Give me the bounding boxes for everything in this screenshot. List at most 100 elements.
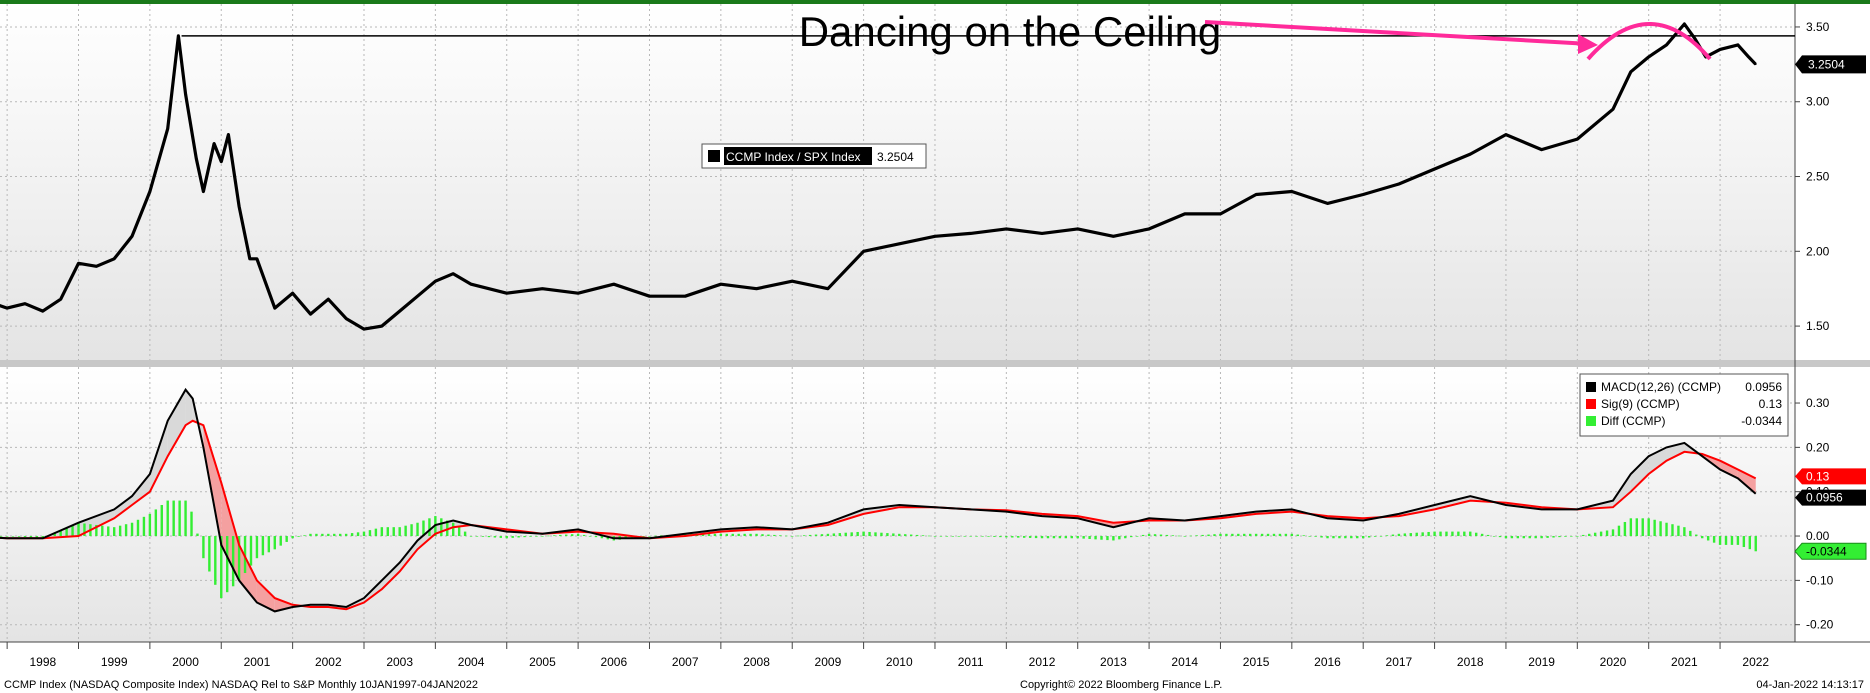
- upper-gridlines: [0, 4, 1795, 360]
- diff-bar: [1611, 529, 1615, 537]
- x-tick-label: 2019: [1528, 655, 1555, 669]
- diff-bar: [1094, 536, 1097, 540]
- lower-tag-label: 0.13: [1806, 469, 1830, 483]
- diff-bar: [1617, 525, 1621, 537]
- diff-bar: [1528, 536, 1531, 539]
- x-tick-label: 2008: [743, 655, 770, 669]
- diff-bar: [1171, 535, 1175, 537]
- diff-bar: [208, 536, 211, 572]
- diff-bar: [350, 533, 354, 537]
- upper-y-tick-label: 3.50: [1806, 20, 1830, 34]
- ratio-point: [59, 298, 62, 300]
- diff-bar: [945, 536, 949, 537]
- ratio-point: [95, 265, 98, 268]
- diff-bar: [1659, 521, 1662, 537]
- diff-bar: [1350, 536, 1353, 539]
- upper-y-tick-label: 3.00: [1806, 95, 1830, 109]
- signal-line: [0, 419, 1757, 611]
- diff-bar: [1576, 536, 1579, 537]
- ratio-point: [1219, 213, 1222, 215]
- ratio-point: [791, 280, 794, 283]
- diff-bar: [1070, 536, 1073, 539]
- diff-bar: [1373, 536, 1377, 537]
- macd-fill-segment: [114, 496, 133, 519]
- diff-bar: [1701, 536, 1704, 539]
- diff-bar: [101, 525, 104, 537]
- diff-bar: [725, 533, 729, 537]
- ratio-point: [969, 232, 972, 235]
- diff-bar: [553, 535, 556, 537]
- legend-value-macd: 0.0956: [1745, 380, 1782, 394]
- diff-bar: [166, 500, 169, 537]
- x-axis-ticks: 1998 1999 2000 2001 2002 2003 2004 2005 2006 2007…: [6, 642, 1769, 669]
- lower-gridlines: [0, 367, 1795, 642]
- diff-bar: [921, 535, 925, 537]
- ratio-point: [1005, 228, 1008, 230]
- diff-bar: [154, 509, 158, 537]
- diff-bar: [1415, 532, 1418, 537]
- legend-label-diff: Diff (CCMP): [1601, 414, 1665, 428]
- diff-bar: [440, 518, 443, 537]
- macd-fill-segment: [1434, 496, 1471, 510]
- diff-bar: [1338, 536, 1341, 539]
- diff-bar: [707, 533, 711, 537]
- diff-bar: [220, 536, 223, 599]
- diff-bar: [1564, 536, 1567, 537]
- legend-swatch-signal: [1586, 399, 1596, 409]
- annotation-arc: [1586, 22, 1712, 61]
- diff-bar: [1076, 536, 1079, 539]
- diff-bar: [392, 527, 395, 537]
- ratio-point: [291, 292, 294, 294]
- macd-fill-segment: [1648, 447, 1667, 474]
- diff-bar: [1326, 536, 1329, 539]
- macd-fill-segment: [167, 389, 186, 457]
- ratio-point: [131, 235, 133, 238]
- diff-bar: [77, 522, 80, 537]
- diff-bar: [1504, 536, 1508, 539]
- ratio-point: [24, 302, 26, 305]
- ratio-point: [1398, 183, 1400, 185]
- diff-bar: [1231, 533, 1234, 537]
- diff-bar: [1147, 533, 1151, 537]
- ratio-point: [1747, 56, 1750, 58]
- macd-fill-segment: [1630, 456, 1649, 492]
- diff-bar: [1522, 536, 1525, 539]
- diff-bar: [1629, 518, 1633, 537]
- ratio-point: [434, 280, 437, 283]
- ratio-point: [327, 298, 330, 300]
- lower-y-tick-label: -0.10: [1806, 573, 1834, 587]
- ratio-point: [1612, 108, 1614, 111]
- diff-bar: [1124, 536, 1127, 539]
- diff-bar: [237, 536, 241, 581]
- diff-bar: [1677, 525, 1680, 537]
- upper-last-value: 3.2504: [1808, 57, 1845, 71]
- diff-bar: [446, 520, 449, 537]
- diff-bar: [0, 536, 3, 537]
- x-tick-label: 2007: [672, 655, 699, 669]
- diff-bar: [1540, 536, 1543, 539]
- diff-bar: [1314, 536, 1317, 537]
- diff-bar: [719, 533, 723, 537]
- diff-bar: [1480, 533, 1484, 537]
- diff-bar: [1498, 536, 1502, 538]
- diff-bar: [1457, 531, 1460, 537]
- diff-bar: [1177, 535, 1181, 537]
- diff-bar: [1445, 531, 1448, 537]
- diff-bar: [904, 534, 907, 537]
- diff-bar: [1165, 534, 1169, 537]
- ratio-point: [648, 295, 651, 297]
- x-tick-label: 2010: [886, 655, 913, 669]
- diff-bar: [1486, 534, 1490, 537]
- upper-last-value-tag: 3.2504: [1795, 55, 1866, 74]
- diff-bar: [755, 533, 758, 537]
- diff-bar: [303, 535, 306, 537]
- diff-bar: [1272, 533, 1276, 537]
- diff-bar: [844, 532, 847, 537]
- diff-bar: [309, 533, 312, 537]
- diff-bar: [1641, 518, 1644, 537]
- diff-bar: [749, 533, 752, 537]
- diff-bar: [856, 531, 859, 537]
- x-tick-label: 1999: [101, 655, 128, 669]
- diff-bar: [130, 522, 134, 537]
- x-tick-label: 2011: [958, 655, 984, 669]
